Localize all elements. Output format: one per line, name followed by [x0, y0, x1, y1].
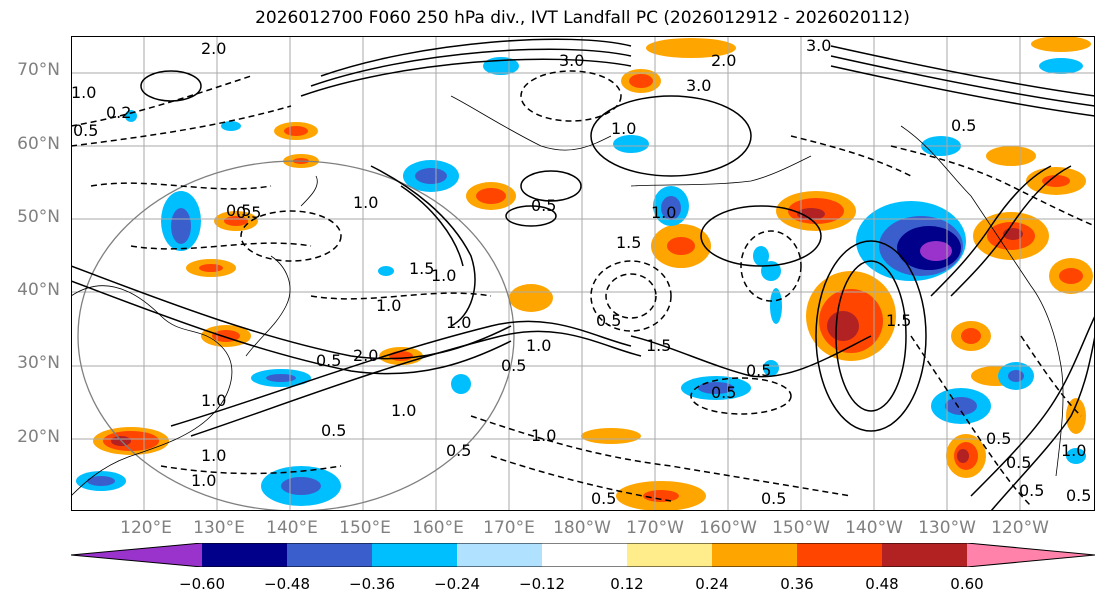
colorbar-segment: [287, 543, 372, 567]
contour-label: 1.0: [446, 313, 471, 332]
convergence-contours: [71, 70, 1095, 507]
colorbar-tick: 0.48: [865, 575, 899, 593]
contour-label: 1.5: [646, 336, 671, 355]
contour-label: 0.5: [596, 311, 621, 330]
lon-label-180w: 180°W: [553, 518, 611, 538]
colorbar-tick: −0.36: [349, 575, 395, 593]
contour-label: 1.0: [651, 203, 676, 222]
contour-label: 1.5: [886, 311, 911, 330]
contour-label: 1.0: [391, 401, 416, 420]
contour-label: 3.0: [806, 36, 831, 55]
contour-label: 0.5: [446, 441, 471, 460]
contour-label: 1.0: [431, 266, 456, 285]
contour-label: 1.0: [201, 446, 226, 465]
contour-label: 0.5: [711, 383, 736, 402]
contour-label: 0.5: [501, 356, 526, 375]
colorbar-segment: [967, 543, 1095, 567]
contour-label: 0.5: [591, 489, 616, 508]
colorbar-segment: [202, 543, 287, 567]
map-panel: 3.0 2.0 2.0 3.0 3.0 1.0 1.0 0.5 0.2 0.5 …: [71, 36, 1095, 511]
lat-label-30n: 30°N: [17, 353, 60, 373]
contour-label: 0.5: [951, 116, 976, 135]
colorbar-tick: −0.24: [434, 575, 480, 593]
colorbar-segment: [71, 543, 202, 567]
contour-label: 0.5: [531, 196, 556, 215]
lat-label-60n: 60°N: [17, 134, 60, 154]
lon-label-130w: 130°W: [918, 518, 976, 538]
colorbar-tick: −0.60: [179, 575, 225, 593]
landfall-region-outline: [77, 160, 515, 511]
lon-label-170e: 170°E: [483, 518, 535, 538]
lat-label-70n: 70°N: [17, 60, 60, 80]
colorbar-tick: 0.24: [695, 575, 729, 593]
contour-label: 1.0: [71, 83, 96, 102]
colorbar-tick: −0.12: [519, 575, 565, 593]
lon-label-160w: 160°W: [699, 518, 757, 538]
colorbar-tick: −0.48: [264, 575, 310, 593]
contour-label: 0.5: [1019, 481, 1044, 500]
contour-label: 1.0: [526, 336, 551, 355]
contour-label: 0.2: [106, 103, 131, 122]
colorbar-tick: 0.60: [950, 575, 984, 593]
contour-label: 1.5: [409, 259, 434, 278]
contour-label: 0.5: [986, 429, 1011, 448]
contour-label: 2.0: [711, 51, 736, 70]
contour-label: 1.0: [201, 391, 226, 410]
lat-label-50n: 50°N: [17, 207, 60, 227]
colorbar: [71, 543, 1095, 567]
colorbar-tick: 0.36: [780, 575, 814, 593]
contour-label: 1.0: [531, 426, 556, 445]
lon-label-140e: 140°E: [266, 518, 318, 538]
contour-label: 1.0: [611, 119, 636, 138]
colorbar-segment: [797, 543, 882, 567]
contour-label: 1.0: [353, 193, 378, 212]
lon-label-160e: 160°E: [412, 518, 464, 538]
contour-label: 3.0: [686, 76, 711, 95]
contour-label: 1.0: [191, 471, 216, 490]
contour-label: 2.0: [201, 39, 226, 58]
contour-label: 0.5: [1006, 453, 1031, 472]
lon-label-120e: 120°E: [120, 518, 172, 538]
graticule: [71, 36, 1095, 511]
lon-label-150e: 150°E: [339, 518, 391, 538]
divergence-shading: [76, 36, 1093, 511]
contour-label: 1.5: [616, 233, 641, 252]
contour-labels: 3.0 2.0 2.0 3.0 3.0 1.0 1.0 0.5 0.2 0.5 …: [71, 36, 1091, 508]
lat-label-40n: 40°N: [17, 280, 60, 300]
contour-label: 1.0: [1061, 441, 1086, 460]
contour-label: 3.0: [559, 51, 584, 70]
contour-label: 0.5: [236, 203, 261, 222]
coastlines: [71, 95, 1064, 497]
lon-label-130e: 130°E: [193, 518, 245, 538]
colorbar-segment: [712, 543, 797, 567]
contour-label: 0.5: [73, 121, 98, 140]
contour-label: 0.5: [1066, 486, 1091, 505]
contour-label: 0.5: [316, 351, 341, 370]
map-frame: [71, 36, 1095, 511]
contour-label: 0.5: [226, 201, 251, 220]
divergence-contours: [71, 38, 1095, 511]
contour-label: 0.5: [761, 489, 786, 508]
lon-label-170w: 170°W: [626, 518, 684, 538]
contour-label: 0.5: [321, 421, 346, 440]
lon-label-140w: 140°W: [845, 518, 903, 538]
lon-label-120w: 120°W: [991, 518, 1049, 538]
lat-label-20n: 20°N: [17, 427, 60, 447]
colorbar-tick: 0.12: [610, 575, 644, 593]
colorbar-segment: [882, 543, 967, 567]
contour-label: 0.5: [746, 361, 771, 380]
colorbar-segment: [372, 543, 457, 567]
contour-label: 1.0: [376, 296, 401, 315]
colorbar-segment: [457, 543, 542, 567]
colorbar-segment: [627, 543, 712, 567]
colorbar-segment: [542, 543, 627, 567]
contour-label: 2.0: [353, 346, 378, 365]
lon-label-150w: 150°W: [772, 518, 830, 538]
map-title: 2026012700 F060 250 hPa div., IVT Landfa…: [255, 8, 910, 28]
